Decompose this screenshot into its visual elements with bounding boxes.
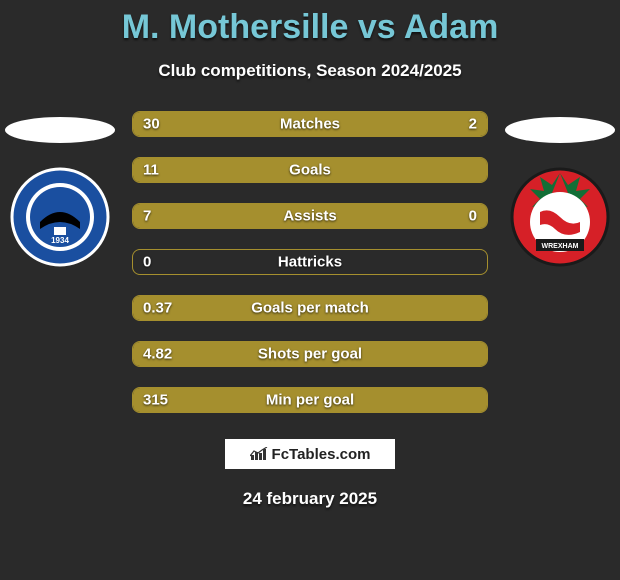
stat-label: Shots per goal [133, 346, 487, 363]
stats-list: 30Matches211Goals7Assists00Hattricks0.37… [132, 111, 488, 413]
stat-label: Min per goal [133, 392, 487, 409]
stat-value-right: 2 [469, 116, 477, 133]
stat-label: Matches [133, 116, 487, 133]
stat-row: 315Min per goal [132, 387, 488, 413]
right-team-crest: WREXHAM [510, 167, 610, 267]
stat-label: Goals per match [133, 300, 487, 317]
right-player-photo-placeholder [505, 117, 615, 143]
left-team-crest: 1934 [10, 167, 110, 267]
brand-badge: FcTables.com [225, 439, 395, 469]
left-player-photo-placeholder [5, 117, 115, 143]
stat-row: 0Hattricks [132, 249, 488, 275]
brand-chart-icon [250, 447, 268, 461]
stat-row: 11Goals [132, 157, 488, 183]
stat-label: Goals [133, 162, 487, 179]
date-label: 24 february 2025 [0, 489, 620, 509]
page-title: M. Mothersille vs Adam [0, 0, 620, 47]
stat-row: 30Matches2 [132, 111, 488, 137]
svg-text:1934: 1934 [51, 236, 69, 245]
stat-row: 4.82Shots per goal [132, 341, 488, 367]
subtitle: Club competitions, Season 2024/2025 [0, 61, 620, 81]
stat-row: 0.37Goals per match [132, 295, 488, 321]
brand-text: FcTables.com [272, 446, 371, 463]
left-player-column: 1934 [0, 111, 120, 267]
stat-label: Hattricks [133, 254, 487, 271]
right-player-column: WREXHAM [500, 111, 620, 267]
comparison-panel: 1934 WREXHAM 30Matches211Goals7Assists00… [0, 111, 620, 413]
stat-value-right: 0 [469, 208, 477, 225]
stat-label: Assists [133, 208, 487, 225]
stat-row: 7Assists0 [132, 203, 488, 229]
svg-text:WREXHAM: WREXHAM [542, 243, 579, 250]
